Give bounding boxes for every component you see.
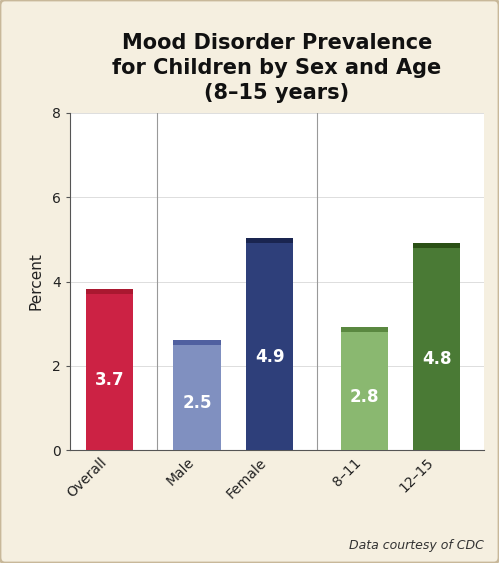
Bar — [340, 332, 388, 450]
Text: Data courtesy of CDC: Data courtesy of CDC — [349, 539, 484, 552]
Text: 3.7: 3.7 — [95, 371, 125, 389]
Bar — [246, 238, 293, 243]
Y-axis label: Percent: Percent — [28, 253, 43, 310]
Text: 4.8: 4.8 — [422, 350, 452, 368]
Title: Mood Disorder Prevalence
for Children by Sex and Age
(8–15 years): Mood Disorder Prevalence for Children by… — [112, 33, 442, 102]
Bar — [340, 327, 388, 332]
Bar — [413, 243, 461, 248]
Bar — [173, 345, 221, 450]
Bar — [86, 289, 133, 294]
Text: 2.8: 2.8 — [349, 388, 379, 406]
Text: 4.9: 4.9 — [255, 348, 284, 367]
Bar — [173, 339, 221, 345]
Text: 2.5: 2.5 — [182, 394, 212, 412]
Bar — [246, 243, 293, 450]
Bar — [413, 248, 461, 450]
Bar — [86, 294, 133, 450]
